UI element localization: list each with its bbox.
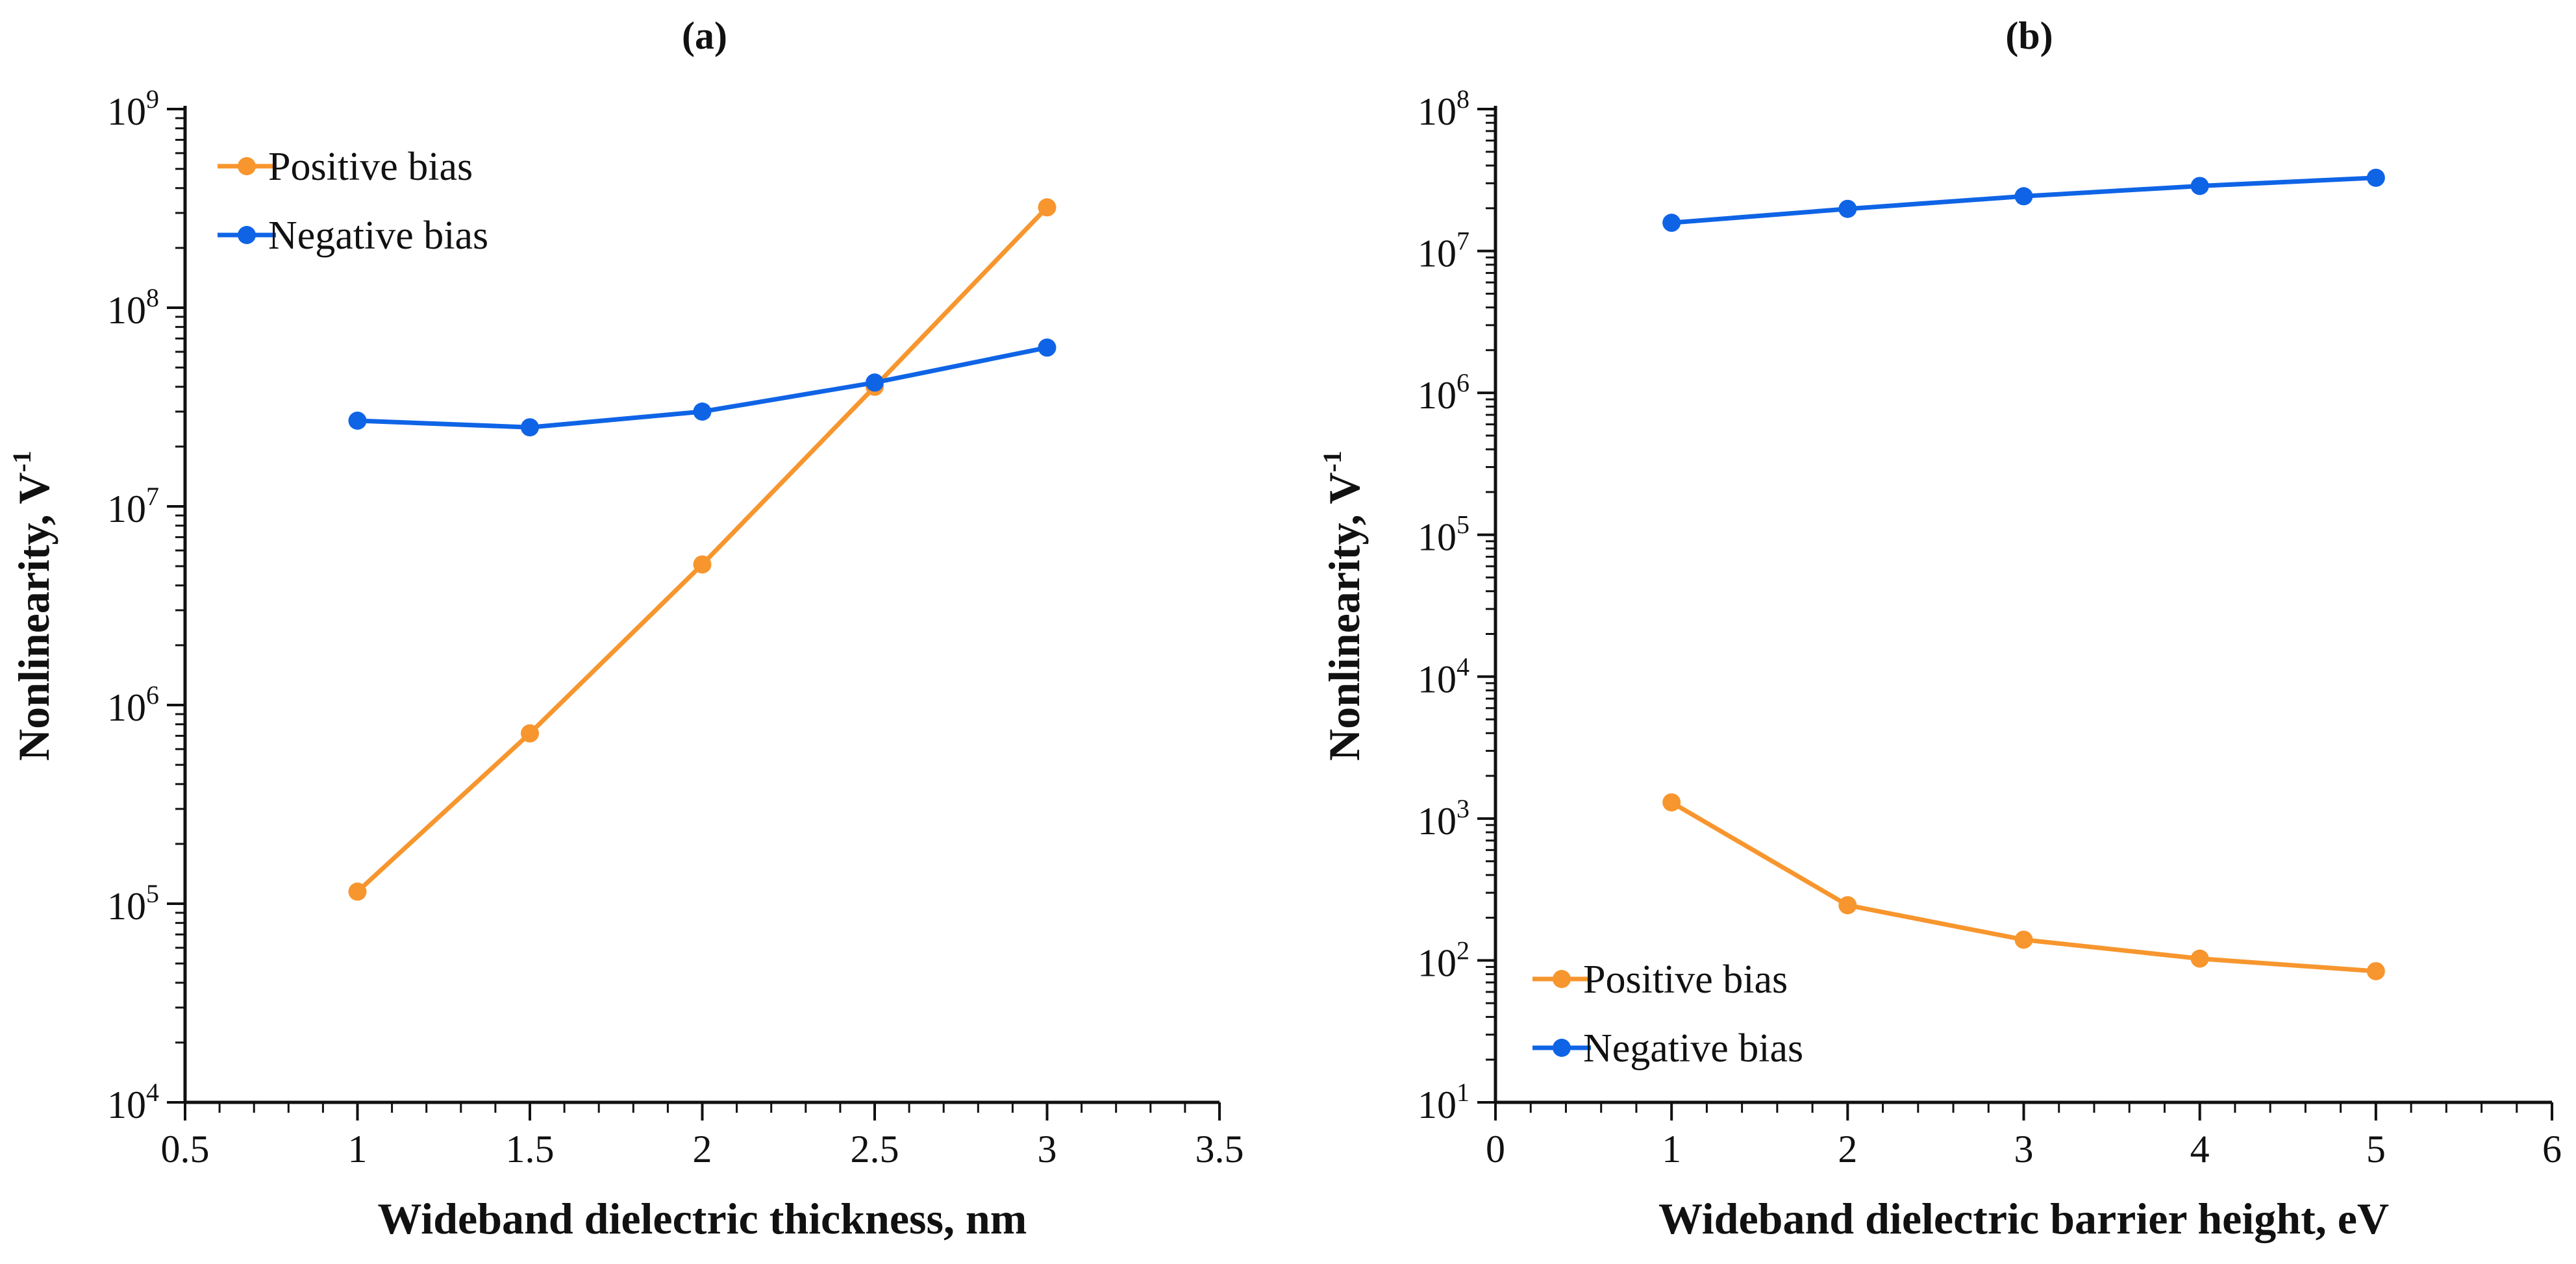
data-point-positive-bias	[521, 724, 539, 743]
data-point-negative-bias	[693, 403, 712, 421]
panel-a-nonlinearity-vs-thickness: (a) 0.5 1 1.5 2 2.5 3 3.5 104 105 106 107 108 109 Wide…	[7, 14, 1244, 1243]
data-point-negative-bias	[2190, 177, 2209, 195]
data-point-positive-bias	[2190, 949, 2209, 968]
x-tick-label: 2.5	[851, 1128, 899, 1171]
y-tick-label: 104	[107, 1078, 159, 1126]
legend-swatch-marker	[238, 226, 256, 244]
data-point-negative-bias	[1838, 199, 1857, 218]
data-point-negative-bias	[1662, 214, 1681, 232]
x-tick-label: 1	[1662, 1128, 1681, 1171]
y-tick-label: 105	[1418, 510, 1469, 559]
y-tick-label: 106	[107, 680, 159, 729]
y-tick-label: 103	[1418, 794, 1469, 843]
y-tick-label: 106	[1418, 368, 1469, 417]
x-tick-label: 0	[1486, 1128, 1505, 1171]
legend-label: Positive bias	[1583, 958, 1788, 1002]
data-point-negative-bias	[866, 373, 884, 392]
legend-swatch-marker	[1553, 970, 1571, 988]
panel-title: (b)	[2005, 14, 2053, 57]
data-point-positive-bias	[348, 882, 367, 901]
series-line-positive-bias	[356, 205, 1049, 894]
y-tick-label: 104	[1418, 652, 1469, 700]
legend-label: Negative bias	[268, 214, 488, 258]
panel-b-nonlinearity-vs-barrier-height: (b) 0 1 2 3 4 5 6 101 102 103 104 105 106 107 108 Wideba…	[1318, 14, 2562, 1243]
y-tick-label: 102	[1418, 936, 1469, 984]
data-point-negative-bias	[521, 418, 539, 437]
x-tick-label: 1	[348, 1128, 368, 1171]
y-tick-label: 107	[107, 482, 159, 530]
x-axis-label: Wideband dielectric barrier height, eV	[1658, 1194, 2389, 1243]
y-tick-label: 107	[1418, 227, 1469, 275]
y-tick-label: 109	[107, 84, 159, 133]
legend-label: Positive bias	[268, 145, 473, 189]
y-axis-label: Nonlinearity, V-1	[1318, 451, 1369, 761]
data-point-negative-bias	[2014, 187, 2033, 206]
x-tick-label: 0.5	[161, 1128, 210, 1171]
data-point-negative-bias	[2366, 168, 2385, 187]
x-tick-label: 3	[2014, 1128, 2034, 1171]
x-axis-label: Wideband dielectric thickness, nm	[378, 1194, 1027, 1243]
data-point-negative-bias	[1038, 338, 1057, 357]
data-point-positive-bias	[1838, 896, 1857, 915]
legend-label: Negative bias	[1583, 1026, 1803, 1071]
x-tick-label: 6	[2542, 1128, 2562, 1171]
y-tick-label: 105	[107, 879, 159, 928]
data-point-positive-bias	[2366, 961, 2385, 980]
x-tick-label: 5	[2366, 1128, 2386, 1171]
y-tick-label: 108	[107, 283, 159, 332]
data-point-positive-bias	[2014, 930, 2033, 949]
x-tick-label: 2	[1838, 1128, 1857, 1171]
data-point-negative-bias	[348, 412, 367, 430]
x-tick-label: 2	[693, 1128, 712, 1171]
legend-swatch-marker	[1553, 1039, 1571, 1057]
data-point-positive-bias	[1038, 198, 1057, 217]
x-tick-label: 4	[2190, 1128, 2210, 1171]
y-axis-label: Nonlinearity, V-1	[7, 451, 58, 761]
x-tick-label: 3	[1038, 1128, 1057, 1171]
x-tick-label: 1.5	[506, 1128, 555, 1171]
panel-title: (a)	[682, 14, 727, 57]
data-point-positive-bias	[693, 555, 712, 574]
x-tick-label: 3.5	[1195, 1128, 1244, 1171]
y-tick-label: 101	[1418, 1078, 1469, 1126]
y-tick-label: 108	[1418, 84, 1469, 133]
data-point-positive-bias	[1662, 793, 1681, 812]
legend-swatch-marker	[238, 157, 256, 175]
